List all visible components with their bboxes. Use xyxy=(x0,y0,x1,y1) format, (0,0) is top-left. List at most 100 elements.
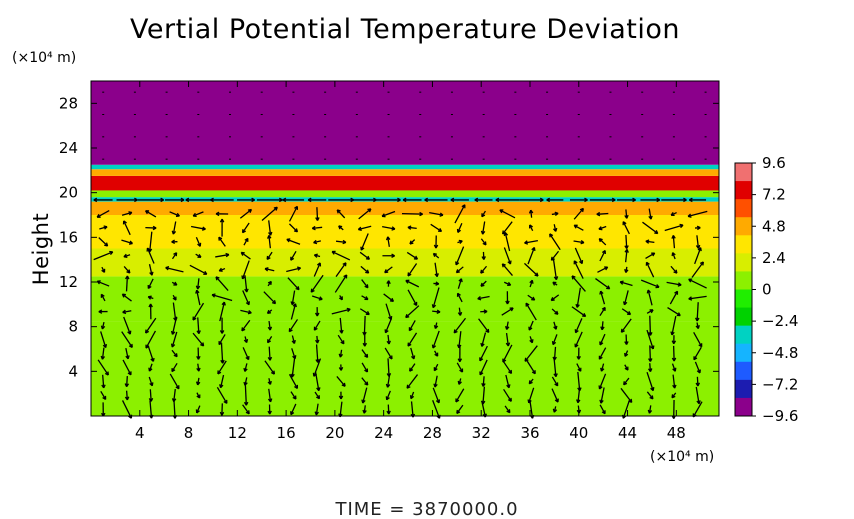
wind-arrow xyxy=(528,224,534,232)
heatmap-band xyxy=(91,201,719,215)
colorbar-tick-label: 2.4 xyxy=(762,249,786,267)
wind-arrow xyxy=(433,363,439,372)
wind-arrow xyxy=(362,315,367,336)
wind-arrow xyxy=(267,378,272,385)
wind-arrow xyxy=(576,363,582,372)
wind-arrow xyxy=(409,239,416,245)
wind-arrow xyxy=(266,309,273,314)
wind-arrow xyxy=(480,332,487,347)
colorbar-tick-label: −7.2 xyxy=(762,375,798,393)
wind-arrow xyxy=(244,275,249,293)
wind-arrow xyxy=(524,239,539,245)
wind-arrow xyxy=(695,322,700,330)
wind-arrow xyxy=(382,226,396,231)
wind-arrow xyxy=(552,346,557,361)
wind-arrow xyxy=(291,348,297,360)
wind-arrow xyxy=(574,331,583,348)
wind-arrow xyxy=(361,362,369,373)
wind-arrow xyxy=(552,224,558,232)
x-tick-label: 4 xyxy=(135,424,145,442)
wind-arrow xyxy=(646,289,653,306)
wind-arrow xyxy=(640,279,660,289)
wind-arrow xyxy=(406,251,418,260)
wind-arrow xyxy=(526,360,536,375)
wind-arrow xyxy=(671,345,677,362)
wind-arrow xyxy=(433,375,438,388)
wind-arrow xyxy=(361,349,369,358)
wind-arrow xyxy=(313,320,321,331)
wind-arrow xyxy=(267,235,272,249)
wind-arrow xyxy=(335,262,347,278)
wind-arrow xyxy=(215,276,229,291)
wind-arrow xyxy=(574,318,583,334)
wind-arrow xyxy=(480,309,488,314)
wind-arrow xyxy=(523,262,539,277)
wind-arrow xyxy=(335,239,347,245)
wind-arrow xyxy=(671,392,677,399)
wind-arrow xyxy=(550,294,560,302)
x-tick-label: 12 xyxy=(228,424,247,442)
heatmap-band xyxy=(91,190,719,198)
vector-field xyxy=(93,91,708,419)
wind-arrow xyxy=(357,225,372,231)
wind-arrow xyxy=(93,197,113,203)
wind-arrow xyxy=(242,347,250,361)
wind-arrow xyxy=(264,267,275,272)
wind-arrow xyxy=(240,251,251,260)
wind-arrow xyxy=(622,290,629,306)
wind-arrow xyxy=(456,331,462,349)
wind-arrow xyxy=(480,265,488,274)
wind-arrow xyxy=(171,221,177,235)
heatmap-band xyxy=(91,164,719,170)
wind-arrow xyxy=(336,376,346,387)
y-tick-label: 12 xyxy=(59,273,78,291)
wind-arrow xyxy=(288,223,299,233)
wind-arrow xyxy=(360,233,369,251)
wind-arrow xyxy=(691,261,704,278)
wind-arrow xyxy=(453,317,467,334)
wind-arrow xyxy=(410,347,416,360)
wind-arrow xyxy=(171,362,178,373)
wind-arrow xyxy=(599,290,606,305)
wind-arrow xyxy=(384,318,393,334)
colorbar-segment xyxy=(735,163,752,182)
wind-arrow xyxy=(478,318,490,333)
wind-arrow xyxy=(386,280,391,287)
wind-arrow xyxy=(116,197,138,203)
heatmap-band xyxy=(91,169,719,176)
wind-arrow xyxy=(314,307,320,317)
wind-arrow xyxy=(571,275,586,292)
wind-arrow xyxy=(218,267,226,272)
wind-arrow xyxy=(241,260,250,280)
wind-arrow xyxy=(171,281,178,286)
wind-arrow xyxy=(694,247,702,265)
wind-arrow xyxy=(409,391,415,400)
colorbar-segment xyxy=(735,307,752,327)
wind-arrow xyxy=(573,207,584,220)
wind-arrow xyxy=(456,222,463,233)
wind-arrow xyxy=(267,346,273,361)
wind-arrow xyxy=(195,405,201,414)
wind-arrow xyxy=(433,281,440,286)
wind-arrow xyxy=(527,246,536,265)
wind-arrow xyxy=(405,305,420,319)
wind-arrow xyxy=(503,388,512,402)
wind-arrow xyxy=(667,307,681,317)
wind-arrow xyxy=(315,207,320,221)
wind-arrow xyxy=(338,391,344,400)
x-tick-label: 32 xyxy=(472,424,491,442)
wind-arrow xyxy=(546,197,564,203)
wind-arrow xyxy=(338,295,343,301)
wind-arrow xyxy=(196,347,201,360)
wind-arrow xyxy=(240,309,252,315)
wind-arrow xyxy=(573,239,585,245)
wind-arrow xyxy=(600,363,605,372)
wind-arrow xyxy=(599,387,605,404)
wind-arrow xyxy=(431,287,440,309)
wind-arrow xyxy=(100,321,106,330)
wind-arrow xyxy=(573,260,584,279)
wind-arrow xyxy=(503,247,512,265)
wind-arrow xyxy=(217,360,227,375)
wind-arrow xyxy=(695,376,701,387)
wind-arrow xyxy=(624,209,629,219)
